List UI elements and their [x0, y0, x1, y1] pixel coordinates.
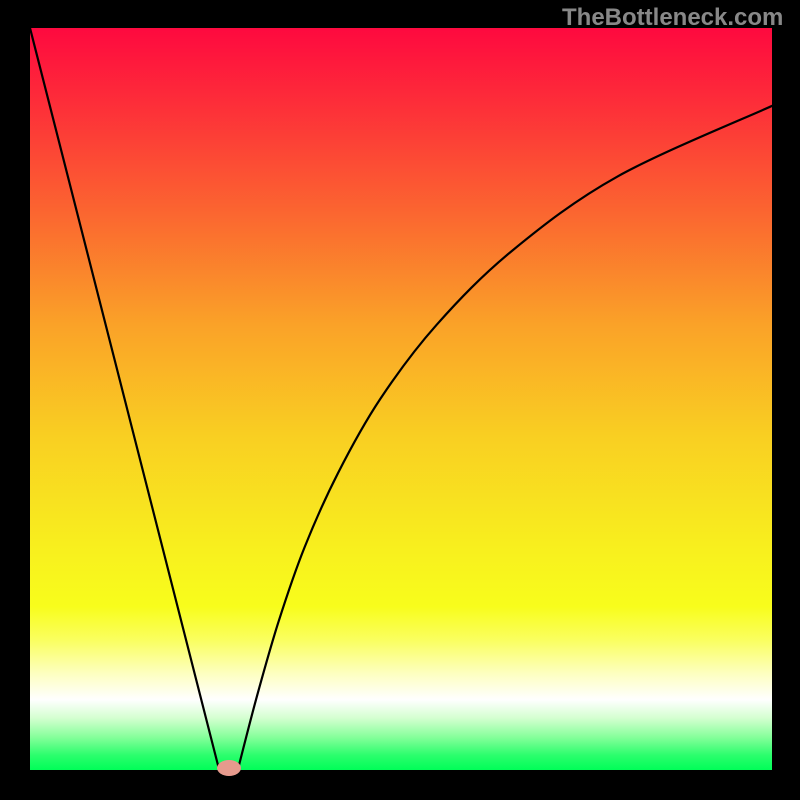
optimum-marker [217, 760, 241, 776]
chart-container: TheBottleneck.com [0, 0, 800, 800]
plot-area [30, 28, 772, 770]
watermark-text: TheBottleneck.com [562, 4, 783, 32]
bottleneck-curve [30, 28, 772, 770]
